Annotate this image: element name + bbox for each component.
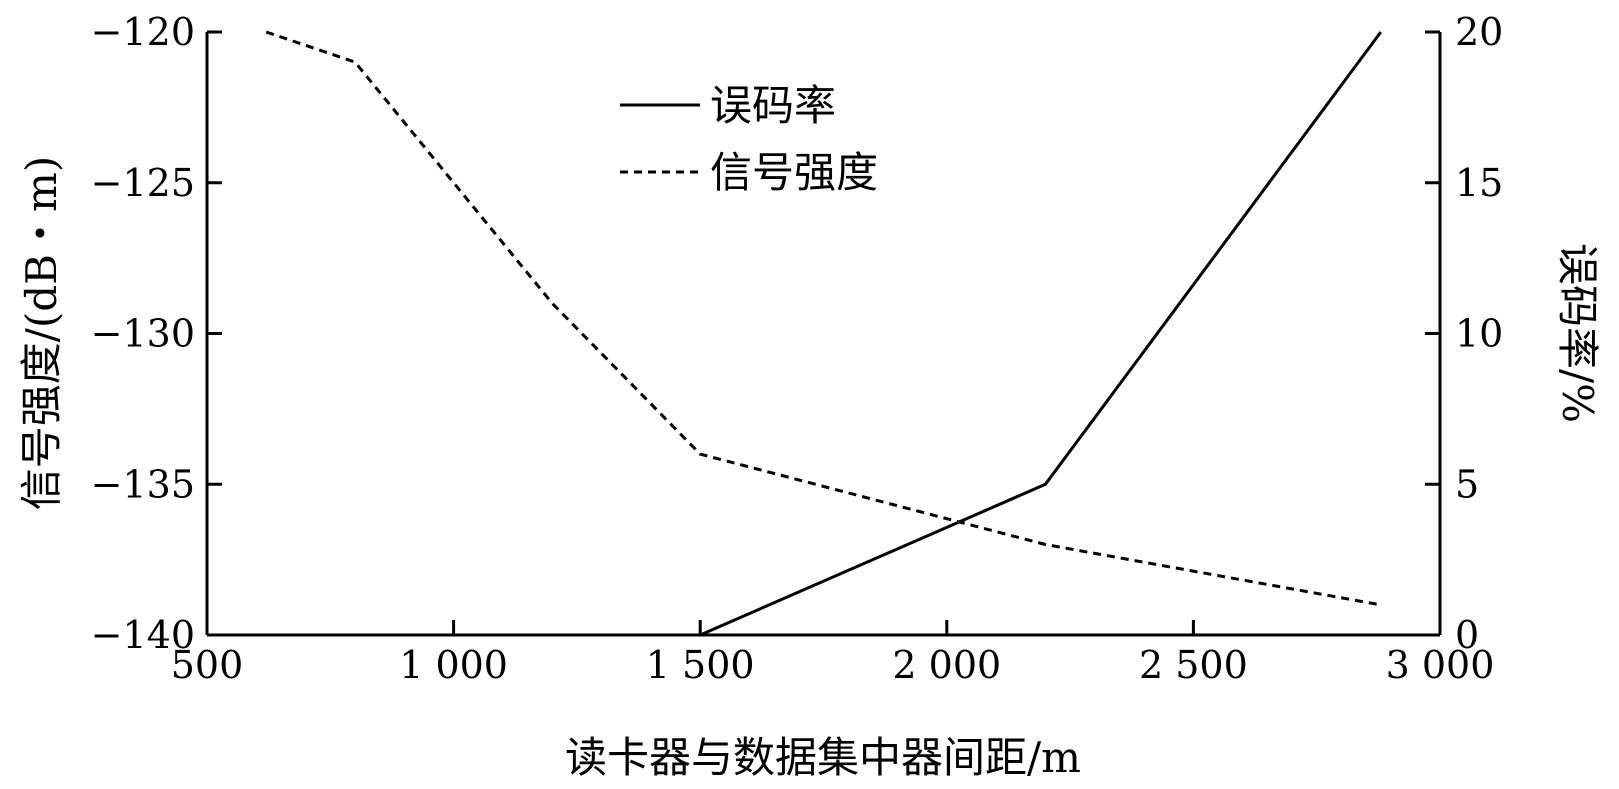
y-left-tick-label: −140 — [91, 613, 195, 657]
x-tick-label: 1 000 — [399, 643, 508, 687]
series-layer — [265, 30, 1383, 637]
y-right-tick-label: 0 — [1455, 613, 1479, 657]
y-right-axis-title: 误码率/% — [1553, 243, 1602, 423]
y-left-ticks: −140 −135 −130 −125 −120 — [91, 10, 222, 657]
x-tick-label: 500 — [171, 643, 244, 687]
y-right-tick-label: 5 — [1455, 462, 1479, 506]
legend-label-ber: 误码率 — [710, 81, 836, 130]
x-tick-label: 2 000 — [892, 643, 1001, 687]
x-tick-label: 2 500 — [1139, 643, 1248, 687]
series-line-signal — [265, 30, 1382, 607]
series-line-ber — [699, 31, 1383, 637]
legend-label-signal: 信号强度 — [710, 148, 878, 197]
x-axis-title: 读卡器与数据集中器间距/m — [565, 733, 1081, 782]
y-right-tick-label: 10 — [1455, 312, 1503, 356]
y-left-tick-label: −120 — [91, 10, 195, 54]
y-left-tick-label: −135 — [91, 462, 195, 506]
x-tick-label: 1 500 — [646, 643, 755, 687]
legend: 误码率 信号强度 — [620, 81, 878, 197]
y-left-axis-title: 信号强度/(dB・m) — [17, 156, 66, 511]
x-ticks: 500 1 000 1 500 2 000 2 500 3 000 — [171, 620, 1495, 687]
y-right-tick-label: 15 — [1455, 161, 1503, 205]
x-tick-label: 3 000 — [1386, 643, 1495, 687]
y-right-ticks: 0 5 10 15 20 — [1425, 10, 1503, 657]
y-left-tick-label: −130 — [91, 312, 195, 356]
y-left-tick-label: −125 — [91, 161, 195, 205]
y-right-tick-label: 20 — [1455, 10, 1503, 54]
